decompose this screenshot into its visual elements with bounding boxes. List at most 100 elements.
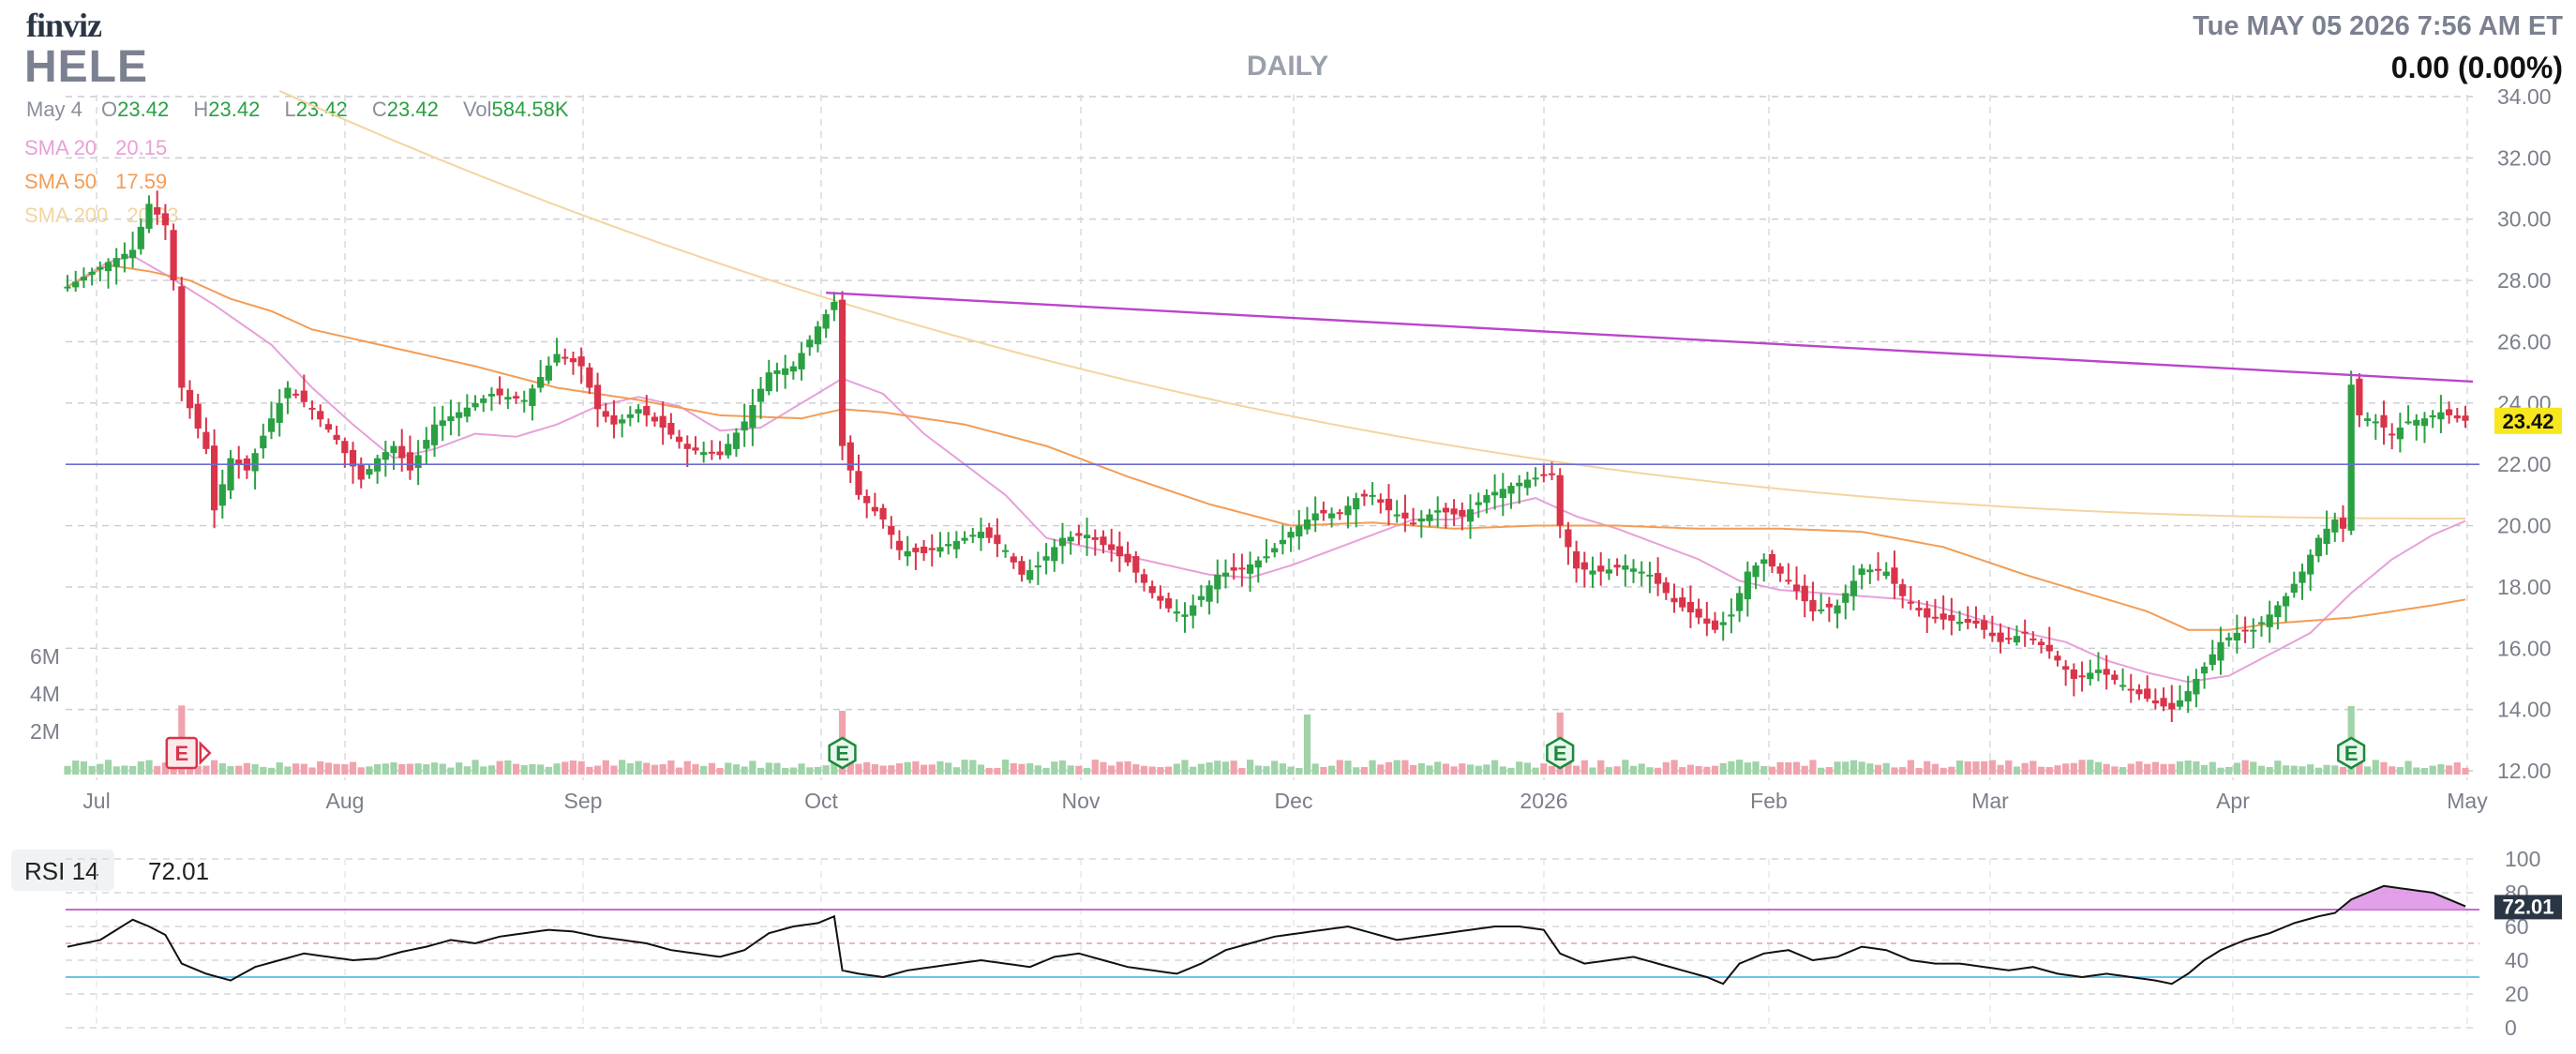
volume-bar xyxy=(2323,764,2330,775)
candle-body xyxy=(749,404,756,429)
volume-bar xyxy=(1058,760,1067,775)
volume-bar xyxy=(1091,760,1099,775)
volume-bar xyxy=(1246,760,1254,775)
volume-bar xyxy=(1353,767,1360,775)
volume-bar xyxy=(2144,763,2151,775)
volume-bar xyxy=(1703,766,1711,775)
volume-bar xyxy=(430,762,439,775)
candle-body xyxy=(487,394,496,397)
earnings-label: E xyxy=(835,742,849,765)
candle-body xyxy=(619,419,626,424)
candle-body xyxy=(1067,536,1074,542)
volume-bar xyxy=(2217,767,2224,775)
candle-body xyxy=(2250,629,2257,632)
candle-body xyxy=(756,388,765,402)
volume-bar xyxy=(1197,763,1205,775)
legend-sma200[interactable]: SMA 200 20.23 xyxy=(24,199,178,233)
volume-bar xyxy=(2193,761,2200,775)
candle-body xyxy=(1254,560,1262,568)
volume-bar xyxy=(1866,763,1874,775)
volume-bar xyxy=(2299,766,2306,775)
candle-body xyxy=(1116,546,1123,557)
volume-bar xyxy=(1589,767,1596,775)
volume-bar xyxy=(1924,760,1931,775)
rsi-tick-label: 20 xyxy=(2505,982,2529,1006)
volume-bar xyxy=(211,760,218,775)
volume-bar xyxy=(2445,765,2453,775)
legend-sma20[interactable]: SMA 20 20.15 xyxy=(24,131,178,165)
volume-bar xyxy=(593,765,602,775)
candle-body xyxy=(1507,486,1515,494)
candle-body xyxy=(2363,418,2372,421)
candle-body xyxy=(2037,641,2045,646)
volume-bar xyxy=(1360,766,1369,775)
candle-body xyxy=(1124,553,1131,563)
candle-body xyxy=(1670,597,1678,603)
volume-bar xyxy=(333,763,340,775)
volume-bar xyxy=(227,766,234,775)
volume-bar xyxy=(260,766,267,775)
volume-bar xyxy=(2013,766,2021,775)
volume-bar xyxy=(1263,766,1270,775)
volume-bar xyxy=(480,766,487,775)
candle-body xyxy=(447,415,455,422)
volume-bar xyxy=(1622,760,1629,775)
date-tick-label: Apr xyxy=(2216,789,2250,813)
volume-bar xyxy=(2380,761,2388,775)
earnings-marker[interactable]: E xyxy=(165,736,212,770)
volume-bar xyxy=(1931,763,1939,775)
volume-bar xyxy=(1768,766,1776,775)
candle-body xyxy=(562,356,569,359)
timeframe-label[interactable]: DAILY xyxy=(1247,51,1329,82)
finviz-logo[interactable]: finviz xyxy=(26,7,102,44)
volume-bar xyxy=(2062,763,2070,775)
volume-bar xyxy=(2314,767,2322,775)
candle-body xyxy=(1058,537,1067,547)
volume-bar xyxy=(1051,761,1058,775)
volume-bar xyxy=(2184,760,2192,775)
volume-bar xyxy=(1532,767,1539,775)
volume-bar xyxy=(1507,767,1515,775)
candle-body xyxy=(1719,622,1727,625)
rsi-value-tag-label: 72.01 xyxy=(2502,895,2554,918)
candle-body xyxy=(129,249,137,259)
volume-bar xyxy=(2396,767,2404,775)
volume-bar xyxy=(643,762,651,775)
volume-bar xyxy=(545,766,552,775)
volume-bar xyxy=(1760,765,1768,775)
candle-body xyxy=(178,286,186,388)
candle-body xyxy=(537,377,545,388)
candle-body xyxy=(1230,567,1237,571)
price-tick-label: 22.00 xyxy=(2497,452,2552,476)
candle-body xyxy=(2323,528,2330,544)
volume-bar xyxy=(635,760,642,775)
candle-body xyxy=(1042,556,1050,561)
legend-sma50[interactable]: SMA 50 17.59 xyxy=(24,165,178,199)
volume-bar xyxy=(871,763,878,775)
earnings-marker[interactable]: E xyxy=(2337,736,2366,770)
candle-body xyxy=(1279,539,1287,545)
earnings-marker[interactable]: E xyxy=(828,736,857,770)
candle-body xyxy=(1450,508,1458,515)
candle-body xyxy=(80,277,88,281)
candle-body xyxy=(1646,574,1654,577)
candle-body xyxy=(569,357,577,363)
legend-sma50-value: 17.59 xyxy=(115,170,168,193)
candle-body xyxy=(64,286,71,289)
candle-body xyxy=(822,314,830,329)
ohlc-open: 23.42 xyxy=(117,98,170,121)
volume-ticks: 6M 4M 2M xyxy=(30,644,60,744)
candle-body xyxy=(1622,565,1629,570)
volume-bar xyxy=(569,760,577,775)
volume-bar xyxy=(1858,761,1865,775)
rsi-label-box[interactable] xyxy=(11,850,114,891)
earnings-marker[interactable]: E xyxy=(1546,736,1575,770)
candle-body xyxy=(496,388,503,396)
candle-body xyxy=(1573,550,1580,569)
candle-body xyxy=(1051,547,1058,562)
volume-bar xyxy=(1034,765,1041,775)
date-tick-label: 2026 xyxy=(1520,789,1567,813)
